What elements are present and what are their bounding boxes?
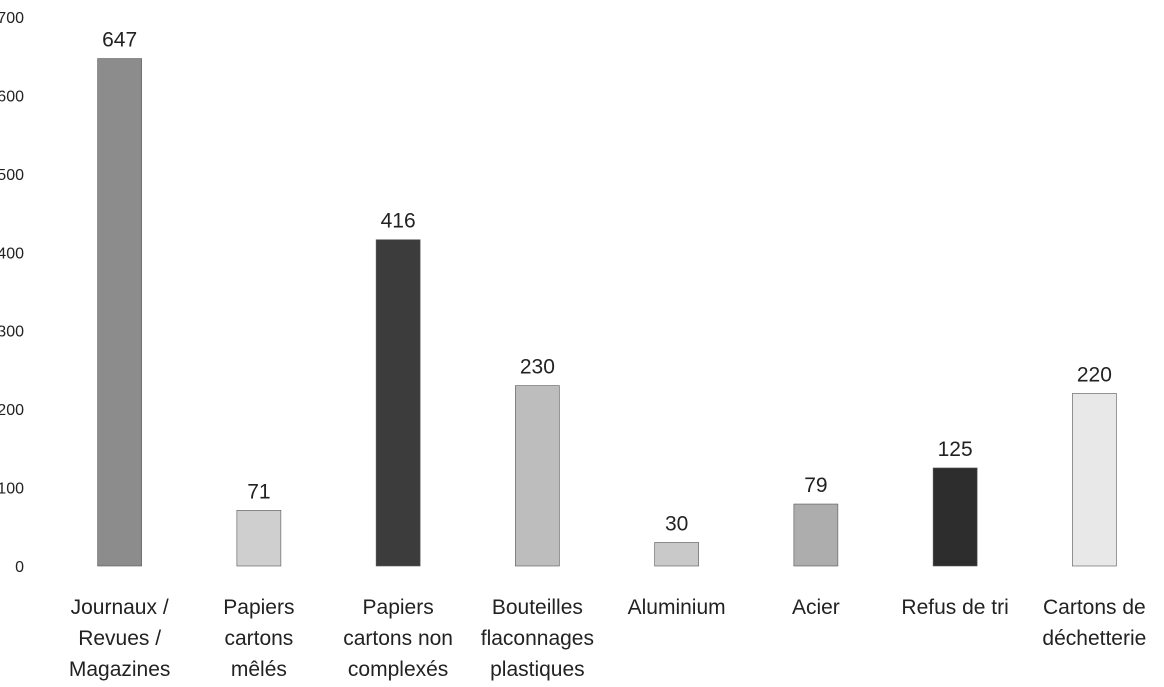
x-tick-label: Aluminium (628, 596, 726, 619)
x-tick-label: Journaux / (71, 596, 169, 619)
data-label: 230 (520, 356, 555, 379)
x-tick-label: Magazines (69, 658, 171, 681)
x-tick-label: Papiers (223, 596, 294, 619)
data-label: 30 (665, 512, 688, 535)
data-label: 416 (381, 210, 416, 233)
data-label: 79 (804, 474, 827, 497)
data-label: 647 (102, 29, 137, 52)
data-label: 71 (247, 480, 270, 503)
x-tick-label: Papiers (363, 596, 434, 619)
x-tick-label: Refus de tri (901, 596, 1008, 619)
x-tick-label: Bouteilles (492, 596, 583, 619)
x-tick-label: cartons (224, 627, 293, 650)
data-label: 220 (1077, 363, 1112, 386)
x-tick-label: Revues / (78, 627, 161, 650)
x-tick-label: plastiques (490, 658, 585, 681)
y-tick-label: 600 (0, 88, 24, 105)
y-tick-label: 100 (0, 481, 24, 498)
bar (236, 510, 282, 567)
bar (932, 467, 978, 567)
data-label: 125 (938, 438, 973, 461)
x-tick-label: déchetterie (1042, 627, 1146, 650)
y-axis: 0 100 200 300 400 500 600 700 (0, 10, 24, 576)
y-tick-label: 300 (0, 324, 24, 341)
bar (793, 503, 839, 567)
bar (1072, 393, 1117, 567)
bar (515, 385, 560, 567)
bar (97, 58, 142, 567)
y-tick-label: 400 (0, 245, 24, 262)
x-axis: Journaux / Revues / Magazines Papiers carton… (69, 596, 1146, 681)
x-tick-label: cartons non (343, 627, 453, 650)
x-tick-label: flaconnages (481, 627, 594, 650)
bar (375, 239, 421, 567)
x-tick-label: complexés (348, 658, 448, 681)
value-labels: 647 71 416 230 30 79 125 220 (102, 29, 1112, 536)
y-tick-label: 500 (0, 167, 24, 184)
y-tick-label: 700 (0, 10, 24, 27)
x-tick-label: mêlés (231, 658, 287, 681)
x-tick-label: Cartons de (1043, 596, 1146, 619)
bar (654, 542, 699, 567)
y-tick-label: 200 (0, 402, 24, 419)
y-tick-label: 0 (15, 559, 24, 576)
x-tick-label: Acier (792, 596, 840, 619)
bars (97, 58, 1117, 567)
